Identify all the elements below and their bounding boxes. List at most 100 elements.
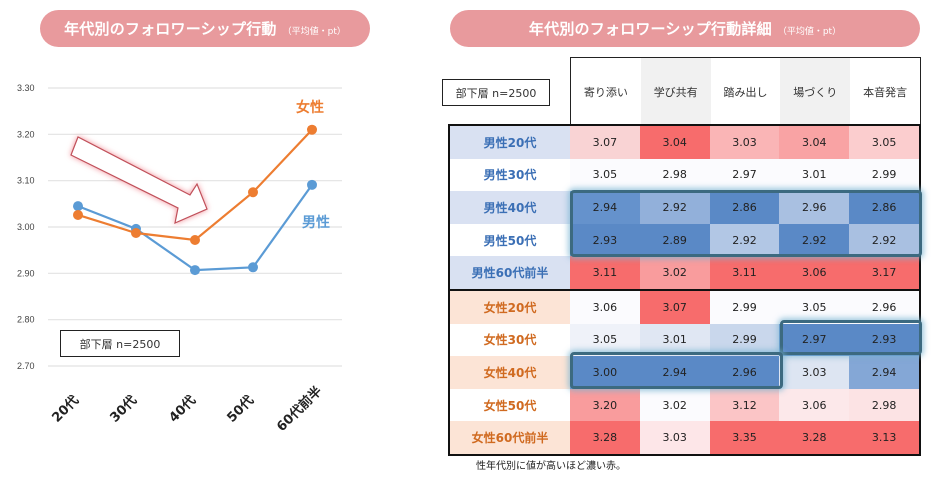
table-row: 女性50代 3.20 3.02 3.12 3.06 2.98: [450, 388, 919, 422]
table-cell: 3.28: [779, 421, 850, 454]
table-cell: 3.12: [709, 388, 780, 422]
left-title-suffix: （平均値・pt）: [282, 26, 346, 37]
table-cell: 2.97: [779, 323, 850, 357]
table-cell: 2.92: [639, 191, 710, 224]
line-chart: 3.30 3.20 3.10 3.00 2.90 2.80 2.70 20代 30代 40代 50…: [17, 83, 342, 435]
male-group: 男性20代 3.07 3.04 3.03 3.04 3.05 男性30代 3.05 2.98 2.…: [448, 124, 921, 291]
data-point: [190, 234, 200, 245]
table-sample-size-box: 部下層 n=2500: [442, 79, 550, 106]
data-point: [248, 262, 258, 273]
table-cell: 2.98: [849, 388, 919, 422]
left-title-banner: 年代別のフォロワーシップ行動 （平均値・pt）: [40, 10, 370, 47]
series-label-male: 男性: [302, 214, 330, 231]
data-point: [307, 124, 317, 135]
table-cell: 3.35: [709, 421, 780, 454]
table-cell: 3.00: [570, 356, 640, 389]
y-tick-label: 2.70: [17, 361, 35, 371]
table-cell: 3.05: [570, 323, 640, 357]
table-cell: 3.01: [779, 158, 850, 192]
table-cell: 2.93: [849, 323, 919, 357]
table-cell: 2.96: [849, 291, 919, 324]
table-cell: 3.11: [709, 256, 780, 289]
y-tick-label: 2.90: [17, 268, 35, 278]
x-tick-label: 60代前半: [274, 383, 326, 435]
table-header: 寄り添い 学び共有 踏み出し 場づくり 本音発言: [570, 57, 921, 125]
y-tick-label: 3.30: [17, 83, 35, 93]
trend-arrow-shape: [70, 136, 208, 225]
table-cell: 2.92: [779, 223, 850, 257]
table-row: 男性30代 3.05 2.98 2.97 3.01 2.99: [450, 158, 919, 192]
y-tick-label: 3.20: [17, 129, 35, 139]
sample-size-box: 部下層 n=2500: [60, 330, 180, 357]
table-note: 性年代別に値が高いほど濃い赤。: [476, 461, 626, 472]
data-point: [307, 179, 317, 190]
table-row: 男性20代 3.07 3.04 3.03 3.04 3.05: [450, 126, 919, 159]
table-cell: 3.03: [709, 126, 780, 159]
x-tick-label: 20代: [49, 392, 82, 425]
table-cell: 3.03: [779, 356, 850, 389]
table-cell: 3.06: [779, 388, 850, 422]
table-cell: 3.11: [570, 256, 640, 289]
y-tick-label: 3.10: [17, 176, 35, 186]
table-cell: 2.86: [849, 191, 919, 224]
table-cell: 2.97: [709, 158, 780, 192]
table-cell: 2.94: [849, 356, 919, 389]
column-header: 学び共有: [640, 58, 711, 125]
data-point: [131, 228, 141, 239]
table-row: 男性50代 2.93 2.89 2.92 2.92 2.92: [450, 223, 919, 257]
table-cell: 3.07: [570, 126, 640, 159]
table-row: 女性20代 3.06 3.07 2.99 3.05 2.96: [450, 291, 919, 324]
x-tick-label: 50代: [224, 392, 257, 425]
left-title: 年代別のフォロワーシップ行動: [64, 20, 277, 38]
row-label: 女性30代: [450, 323, 570, 357]
column-header: 踏み出し: [723, 85, 768, 99]
table-cell: 3.01: [639, 323, 710, 357]
row-label: 男性30代: [450, 158, 570, 192]
right-title-banner: 年代別のフォロワーシップ行動詳細 （平均値・pt）: [450, 10, 920, 47]
table-cell: 2.99: [849, 158, 919, 192]
table-row: 男性60代前半 3.11 3.02 3.11 3.06 3.17: [450, 256, 919, 289]
table-cell: 3.06: [570, 291, 640, 324]
table-cell: 3.05: [570, 158, 640, 192]
column-header: 本音発言: [863, 85, 908, 99]
table-cell: 2.89: [639, 223, 710, 257]
column-header: 寄り添い: [583, 85, 628, 99]
x-tick-label: 30代: [107, 392, 140, 425]
series-label-female: 女性: [296, 99, 324, 116]
female-group: 女性20代 3.06 3.07 2.99 3.05 2.96 女性30代 3.05 3.01 2.…: [448, 289, 921, 456]
table-cell: 2.92: [709, 223, 780, 257]
y-tick-label: 2.80: [17, 315, 35, 325]
right-title: 年代別のフォロワーシップ行動詳細: [528, 20, 772, 38]
data-point: [73, 201, 83, 212]
table-cell: 3.05: [849, 126, 919, 159]
table-cell: 3.03: [639, 421, 710, 454]
table-cell: 2.96: [779, 191, 850, 224]
x-tick-label: 40代: [166, 392, 199, 425]
table-cell: 3.04: [639, 126, 710, 159]
data-point: [190, 265, 200, 276]
table-cell: 3.17: [849, 256, 919, 289]
table-cell: 3.06: [779, 256, 850, 289]
table-row: 女性40代 3.00 2.94 2.96 3.03 2.94: [450, 356, 919, 389]
table-row: 女性30代 3.05 3.01 2.99 2.97 2.93: [450, 323, 919, 357]
table-cell: 2.96: [709, 356, 780, 389]
table-cell: 3.02: [639, 388, 710, 422]
table-row: 女性60代前半 3.28 3.03 3.35 3.28 3.13: [450, 421, 919, 454]
right-title-suffix: （平均値・pt）: [777, 26, 842, 37]
table-cell: 2.86: [709, 191, 780, 224]
row-label: 男性50代: [450, 223, 570, 257]
table-cell: 3.05: [779, 291, 850, 324]
table-cell: 3.02: [639, 256, 710, 289]
data-point: [248, 187, 258, 198]
column-header: 場づくり: [780, 58, 851, 125]
table-cell: 2.94: [570, 191, 640, 224]
data-point: [73, 209, 83, 220]
series-line-female: [77, 128, 313, 242]
table-cell: 3.07: [639, 291, 710, 324]
table-cell: 3.20: [570, 388, 640, 422]
table-cell: 2.94: [639, 356, 710, 389]
table-cell: 2.98: [639, 158, 710, 192]
row-label: 男性20代: [450, 126, 570, 159]
table-cell: 2.92: [849, 223, 919, 257]
y-tick-label: 3.00: [17, 222, 35, 232]
